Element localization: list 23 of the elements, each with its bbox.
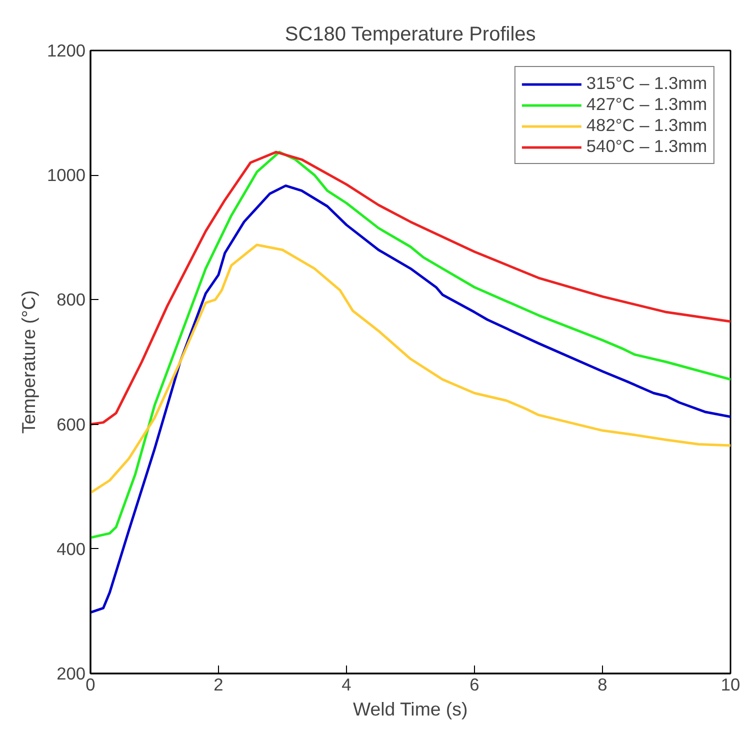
line-series	[90, 244, 730, 494]
legend-label: 315°C – 1.3mm	[586, 73, 707, 94]
x-axis-title: Weld Time (s)	[352, 698, 468, 720]
line-series	[90, 150, 730, 426]
legend-label: 427°C – 1.3mm	[586, 94, 707, 115]
y-tick-label: 200	[56, 664, 86, 684]
y-tick-label: 600	[56, 414, 86, 434]
y-tick-label: 1000	[46, 165, 86, 186]
x-tick-label: 8	[598, 674, 608, 694]
y-axis-title: Temperature (°C)	[18, 290, 39, 434]
chart-title: SC180 Temperature Profiles	[284, 24, 536, 46]
y-tick-label: 800	[56, 290, 86, 310]
line-series	[90, 184, 730, 614]
x-tick-label: 10	[720, 674, 740, 694]
y-tick-label: 1200	[46, 40, 86, 60]
line-series	[90, 150, 730, 539]
x-tick-label: 6	[470, 674, 480, 694]
x-tick-label: 0	[86, 674, 96, 694]
x-tick-label: 2	[214, 674, 224, 694]
x-tick-label: 4	[342, 674, 352, 694]
legend-label: 482°C – 1.3mm	[586, 115, 707, 136]
y-tick-label: 400	[56, 538, 86, 559]
legend-label: 540°C – 1.3mm	[586, 136, 707, 157]
